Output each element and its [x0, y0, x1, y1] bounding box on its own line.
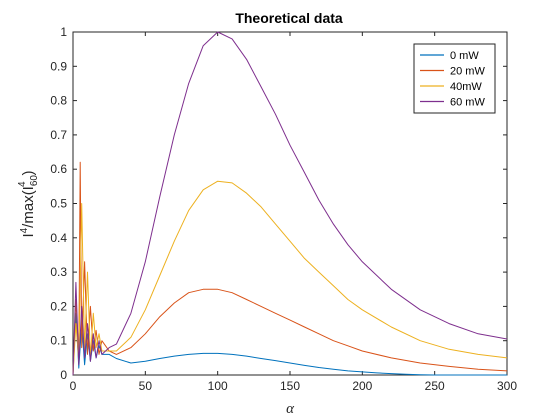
legend-label: 0 mW — [450, 50, 479, 62]
y-axis: 0 0.1 0.2 0.3 0.4 0.5 0.6 0.7 0.8 0.9 1 — [50, 25, 507, 382]
y-axis-label-mid: /max(I — [20, 186, 37, 228]
y-tick-label: 0.7 — [50, 128, 67, 142]
legend-label: 40mW — [450, 81, 482, 93]
y-tick-label: 0.1 — [50, 334, 67, 348]
y-axis-label-sup: 4 — [19, 227, 30, 233]
series-line-3 — [72, 31, 508, 376]
series-line-2 — [72, 180, 508, 376]
y-tick-label: 0.9 — [50, 59, 67, 73]
y-axis-label-base: I — [20, 233, 37, 237]
x-tick-label: 300 — [497, 379, 517, 393]
x-tick-label: 50 — [139, 379, 153, 393]
y-axis-label-end: ) — [20, 170, 37, 175]
svg-text:I4/max(I604): I4/max(I604) — [17, 170, 40, 237]
x-axis-label: α — [286, 401, 295, 417]
series-lines — [72, 31, 508, 376]
y-tick-label: 0.5 — [50, 197, 67, 211]
x-tick-label: 150 — [280, 379, 300, 393]
y-axis-label: I4/max(I604) — [17, 170, 40, 237]
legend-label: 60 mW — [450, 97, 485, 109]
y-tick-label: 0.6 — [50, 162, 67, 176]
y-axis-label-sub: 60 — [29, 175, 40, 187]
y-tick-label: 0.2 — [50, 299, 67, 313]
x-tick-label: 0 — [70, 379, 77, 393]
x-tick-label: 250 — [425, 379, 445, 393]
x-tick-label: 200 — [352, 379, 372, 393]
y-tick-label: 0.8 — [50, 94, 67, 108]
legend: 0 mW 20 mW 40mW 60 mW — [413, 43, 496, 114]
legend-label: 20 mW — [450, 66, 485, 78]
y-tick-label: 0.4 — [50, 231, 67, 245]
y-axis-label-sup2: 4 — [17, 181, 28, 187]
series-line-1 — [72, 161, 508, 376]
x-axis: 0 50 100 150 200 250 300 — [70, 32, 517, 393]
y-tick-label: 1 — [60, 25, 67, 39]
y-tick-label: 0 — [60, 368, 67, 382]
chart-title: Theoretical data — [235, 10, 343, 26]
x-tick-label: 100 — [208, 379, 228, 393]
y-tick-label: 0.3 — [50, 265, 67, 279]
